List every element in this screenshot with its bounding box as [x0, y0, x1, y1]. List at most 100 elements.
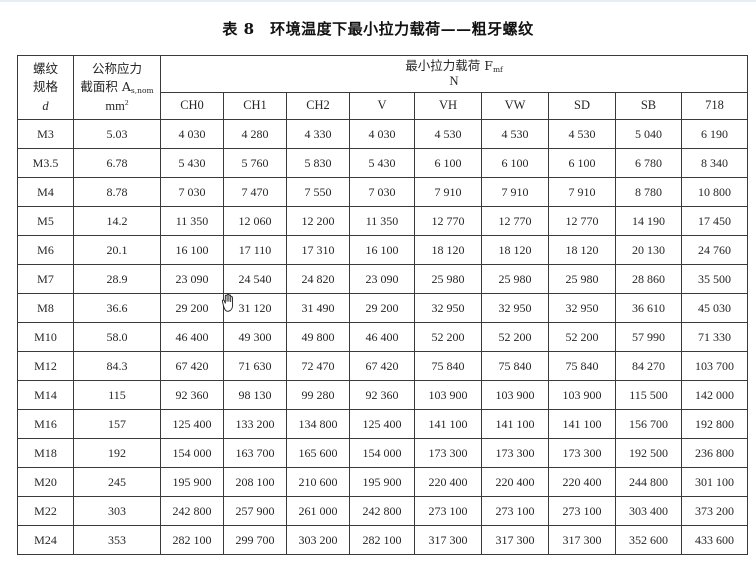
cell-load-ch0: 92 360 — [160, 380, 224, 410]
table-row: M3 5.03 4 030 4 280 4 330 4 030 4 530 4 530 4 53… — [17, 119, 749, 149]
cell-stress-area: 14.2 — [73, 206, 161, 236]
cell-load-vh: 52 200 — [414, 322, 482, 352]
cell-load-sb: 156 700 — [615, 409, 682, 439]
cell-load-ch1: 7 470 — [223, 177, 287, 207]
cell-stress-area: 8.78 — [73, 177, 161, 207]
cell-stress-area: 36.6 — [73, 293, 161, 323]
cell-thread-spec: M14 — [17, 380, 74, 410]
cell-thread-spec: M6 — [17, 235, 74, 265]
header-grade-sb: SB — [615, 92, 682, 120]
cell-load-v: 11 350 — [349, 206, 415, 236]
cell-load-ch2: 134 800 — [286, 409, 350, 439]
cell-load-v: 154 000 — [349, 438, 415, 468]
cell-load-ch0: 16 100 — [160, 235, 224, 265]
table-head: 螺纹 规格 d 公称应力 截面积 As,nom mm2 最小拉力载荷 Fmf N — [17, 55, 749, 120]
cell-load-ch0: 5 430 — [160, 148, 224, 178]
header-stress-area-line1: 公称应力 — [91, 61, 142, 77]
cell-load-718: 24 760 — [680, 235, 749, 265]
cell-load-ch1: 133 200 — [223, 409, 287, 439]
top-rule-divider — [0, 0, 756, 2]
cell-load-ch0: 7 030 — [160, 177, 224, 207]
cell-load-vw: 32 950 — [481, 293, 549, 323]
table-row: M4 8.78 7 030 7 470 7 550 7 030 7 910 7 910 7 91… — [17, 177, 749, 207]
table-row: M14 115 92 360 98 130 99 280 92 360 103 900 103… — [17, 380, 749, 410]
cell-load-v: 5 430 — [349, 148, 415, 178]
cell-load-sb: 36 610 — [615, 293, 682, 323]
cell-load-718: 373 200 — [680, 496, 749, 526]
cell-load-ch2: 261 000 — [286, 496, 350, 526]
table-title: 表 8 环境温度下最小拉力载荷——粗牙螺纹 — [0, 18, 756, 39]
cell-load-ch0: 195 900 — [160, 467, 224, 497]
cell-load-sb: 8 780 — [615, 177, 682, 207]
cell-load-ch2: 12 200 — [286, 206, 350, 236]
cell-load-ch2: 5 830 — [286, 148, 350, 178]
cell-load-vw: 12 770 — [481, 206, 549, 236]
table-row: M5 14.2 11 350 12 060 12 200 11 350 12 770 12 7… — [17, 206, 749, 236]
cell-load-vh: 4 530 — [414, 119, 482, 149]
cell-load-vw: 7 910 — [481, 177, 549, 207]
cell-stress-area: 5.03 — [73, 119, 161, 149]
cell-load-vw: 141 100 — [481, 409, 549, 439]
cell-load-ch0: 23 090 — [160, 264, 224, 294]
header-stress-area-subscript: s,nom — [130, 86, 154, 96]
cell-load-sd: 75 840 — [548, 351, 616, 381]
cell-load-vh: 7 910 — [414, 177, 482, 207]
cell-load-ch1: 208 100 — [223, 467, 287, 497]
cell-load-sb: 115 500 — [615, 380, 682, 410]
cell-load-vh: 141 100 — [414, 409, 482, 439]
cell-stress-area: 353 — [73, 525, 161, 555]
cell-load-ch2: 31 490 — [286, 293, 350, 323]
cell-load-v: 125 400 — [349, 409, 415, 439]
cell-load-vh: 103 900 — [414, 380, 482, 410]
cell-load-ch2: 4 330 — [286, 119, 350, 149]
cell-load-sd: 12 770 — [548, 206, 616, 236]
header-min-tensile-load-symbol: 最小拉力载荷 F — [405, 58, 493, 74]
header-grade-718: 718 — [680, 92, 749, 120]
cell-load-ch1: 299 700 — [223, 525, 287, 555]
cell-load-sd: 7 910 — [548, 177, 616, 207]
cell-load-v: 4 030 — [349, 119, 415, 149]
table-row: M8 36.6 29 200 31 120 31 490 29 200 32 950 32 9… — [17, 293, 749, 323]
cell-load-ch0: 67 420 — [160, 351, 224, 381]
header-min-tensile-load: 最小拉力载荷 Fmf N — [159, 55, 749, 93]
cell-load-ch1: 71 630 — [223, 351, 287, 381]
cell-load-v: 46 400 — [349, 322, 415, 352]
cell-thread-spec: M5 — [17, 206, 74, 236]
cell-thread-spec: M22 — [17, 496, 74, 526]
cell-load-sb: 192 500 — [615, 438, 682, 468]
header-stress-area-unit-exponent: 2 — [124, 97, 129, 107]
header-grade-sd: SD — [548, 92, 616, 120]
cell-load-sd: 52 200 — [548, 322, 616, 352]
cell-load-vw: 52 200 — [481, 322, 549, 352]
header-thread-spec-line2: 规格 — [32, 79, 58, 95]
min-tensile-load-table: 螺纹 规格 d 公称应力 截面积 As,nom mm2 最小拉力载荷 Fmf N — [17, 55, 749, 555]
header-grade-vh: VH — [414, 92, 482, 120]
cell-load-ch1: 4 280 — [223, 119, 287, 149]
cell-load-ch0: 282 100 — [160, 525, 224, 555]
cell-load-718: 192 800 — [680, 409, 749, 439]
cell-thread-spec: M3 — [17, 119, 74, 149]
cell-thread-spec: M8 — [17, 293, 74, 323]
cell-load-vw: 6 100 — [481, 148, 549, 178]
cell-thread-spec: M24 — [17, 525, 74, 555]
cell-load-sb: 303 400 — [615, 496, 682, 526]
cell-load-sd: 317 300 — [548, 525, 616, 555]
cell-load-vh: 220 400 — [414, 467, 482, 497]
table-body: M3 5.03 4 030 4 280 4 330 4 030 4 530 4 530 4 53… — [17, 119, 749, 555]
cell-load-vw: 75 840 — [481, 351, 549, 381]
cell-load-vw: 25 980 — [481, 264, 549, 294]
cell-load-v: 195 900 — [349, 467, 415, 497]
cell-load-vh: 75 840 — [414, 351, 482, 381]
header-min-tensile-load-subscript: mf — [492, 65, 503, 75]
cell-load-ch0: 29 200 — [160, 293, 224, 323]
cell-load-ch2: 49 800 — [286, 322, 350, 352]
header-grade-ch2: CH2 — [286, 92, 350, 120]
cell-load-ch1: 163 700 — [223, 438, 287, 468]
cell-load-ch1: 5 760 — [223, 148, 287, 178]
cell-load-vh: 32 950 — [414, 293, 482, 323]
cell-load-vw: 273 100 — [481, 496, 549, 526]
cell-thread-spec: M3.5 — [17, 148, 74, 178]
cell-load-sb: 20 130 — [615, 235, 682, 265]
cell-load-sd: 141 100 — [548, 409, 616, 439]
table-row: M18 192 154 000 163 700 165 600 154 000 173 30… — [17, 438, 749, 468]
